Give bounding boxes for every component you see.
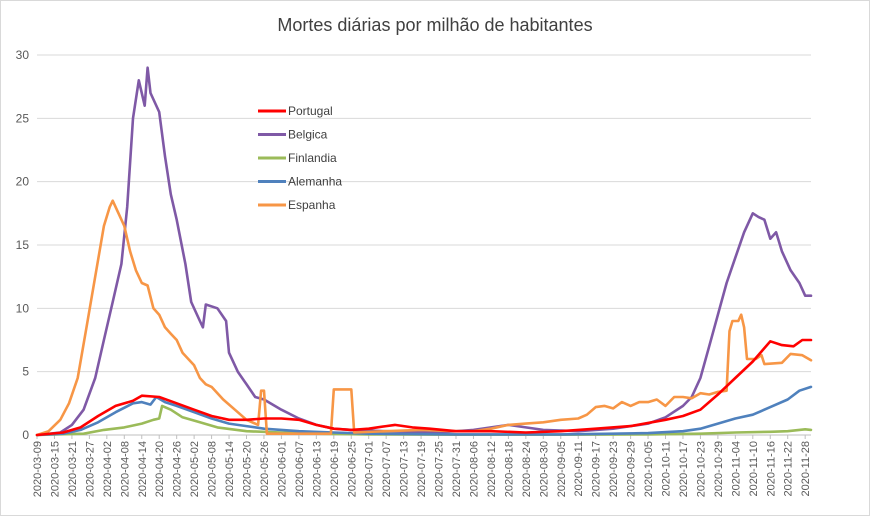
x-tick-label: 2020-10-17 [678, 441, 690, 497]
x-tick-label: 2020-10-29 [713, 441, 725, 497]
x-tick-label: 2020-03-21 [67, 441, 79, 497]
x-tick-label: 2020-04-20 [154, 441, 166, 497]
x-tick-label: 2020-08-18 [503, 441, 515, 497]
y-tick-label: 25 [16, 111, 30, 125]
x-tick-label: 2020-09-29 [626, 441, 638, 497]
x-tick-label: 2020-11-16 [765, 441, 777, 496]
x-tick-label: 2020-10-23 [695, 441, 707, 497]
x-tick-label: 2020-06-25 [346, 441, 358, 497]
y-tick-label: 10 [16, 301, 30, 315]
x-tick-label: 2020-06-13 [311, 441, 323, 497]
y-tick-label: 0 [22, 428, 29, 442]
x-tick-label: 2020-06-19 [329, 441, 341, 497]
y-tick-label: 15 [16, 238, 30, 252]
legend-label-portugal: Portugal [288, 104, 333, 118]
x-tick-label: 2020-04-14 [137, 441, 149, 497]
x-tick-label: 2020-05-02 [189, 441, 201, 497]
x-tick-label: 2020-04-08 [119, 441, 131, 497]
x-tick-label: 2020-07-07 [381, 441, 393, 497]
x-tick-label: 2020-09-05 [556, 441, 568, 497]
x-tick-label: 2020-03-27 [84, 441, 96, 497]
x-tick-label: 2020-11-10 [748, 441, 760, 496]
x-tick-label: 2020-05-26 [259, 441, 271, 497]
x-tick-label: 2020-08-12 [486, 441, 498, 497]
y-axis-ticks: 0 5 10 15 20 25 30 [16, 48, 30, 442]
x-tick-label: 2020-07-25 [434, 441, 446, 497]
series-line-portugal [35, 338, 813, 437]
y-tick-label: 5 [22, 365, 29, 379]
x-tick-label: 2020-06-01 [276, 441, 288, 497]
x-tick-label: 2020-05-08 [207, 441, 219, 497]
series-line-espanha [35, 199, 813, 437]
x-tick-label: 2020-09-17 [591, 441, 603, 497]
legend-label-espanha: Espanha [288, 198, 336, 212]
x-tick-label: 2020-08-06 [468, 441, 480, 497]
x-tick-label: 2020-04-02 [102, 441, 114, 497]
legend-label-finlandia: Finlandia [288, 151, 337, 165]
x-tick-label: 2020-05-20 [242, 441, 254, 497]
legend-label-alemanha: Alemanha [288, 175, 342, 189]
x-tick-label: 2020-03-09 [32, 441, 44, 497]
series-lines [35, 66, 813, 437]
chart-title: Mortes diárias por milhão de habitantes [277, 15, 592, 35]
y-tick-label: 30 [16, 48, 30, 62]
x-tick-label: 2020-08-30 [538, 441, 550, 497]
x-tick-label: 2020-09-23 [608, 441, 620, 497]
series-line-finlandia [35, 404, 813, 437]
x-tick-label: 2020-11-04 [730, 441, 742, 496]
x-tick-label: 2020-08-24 [521, 441, 533, 497]
x-tick-label: 2020-05-14 [224, 441, 236, 497]
series-line-belgica [35, 66, 813, 437]
x-tick-label: 2020-11-22 [783, 441, 795, 496]
x-axis: 2020-03-09 2020-03-15 2020-03-21 2020-03-27… [32, 434, 812, 497]
x-tick-label: 2020-07-19 [416, 441, 428, 497]
legend-label-belgica: Belgica [288, 128, 328, 142]
x-tick-label: 2020-11-28 [800, 441, 812, 496]
x-tick-label: 2020-10-05 [643, 441, 655, 497]
x-tick-label: 2020-10-11 [661, 441, 673, 496]
gridlines [37, 54, 811, 436]
x-tick-label: 2020-04-26 [172, 441, 184, 497]
x-tick-label: 2020-07-13 [399, 441, 411, 497]
x-tick-label: 2020-09-11 [573, 441, 585, 496]
legend: Portugal Belgica Finlandia Alemanha Espanha [258, 104, 342, 212]
x-tick-label: 2020-07-31 [451, 441, 463, 497]
x-tick-label: 2020-06-07 [294, 441, 306, 497]
series-line-alemanha [35, 385, 813, 437]
x-tick-label: 2020-07-01 [364, 441, 376, 497]
x-tick-label: 2020-03-15 [49, 441, 61, 497]
y-tick-label: 20 [16, 175, 30, 189]
